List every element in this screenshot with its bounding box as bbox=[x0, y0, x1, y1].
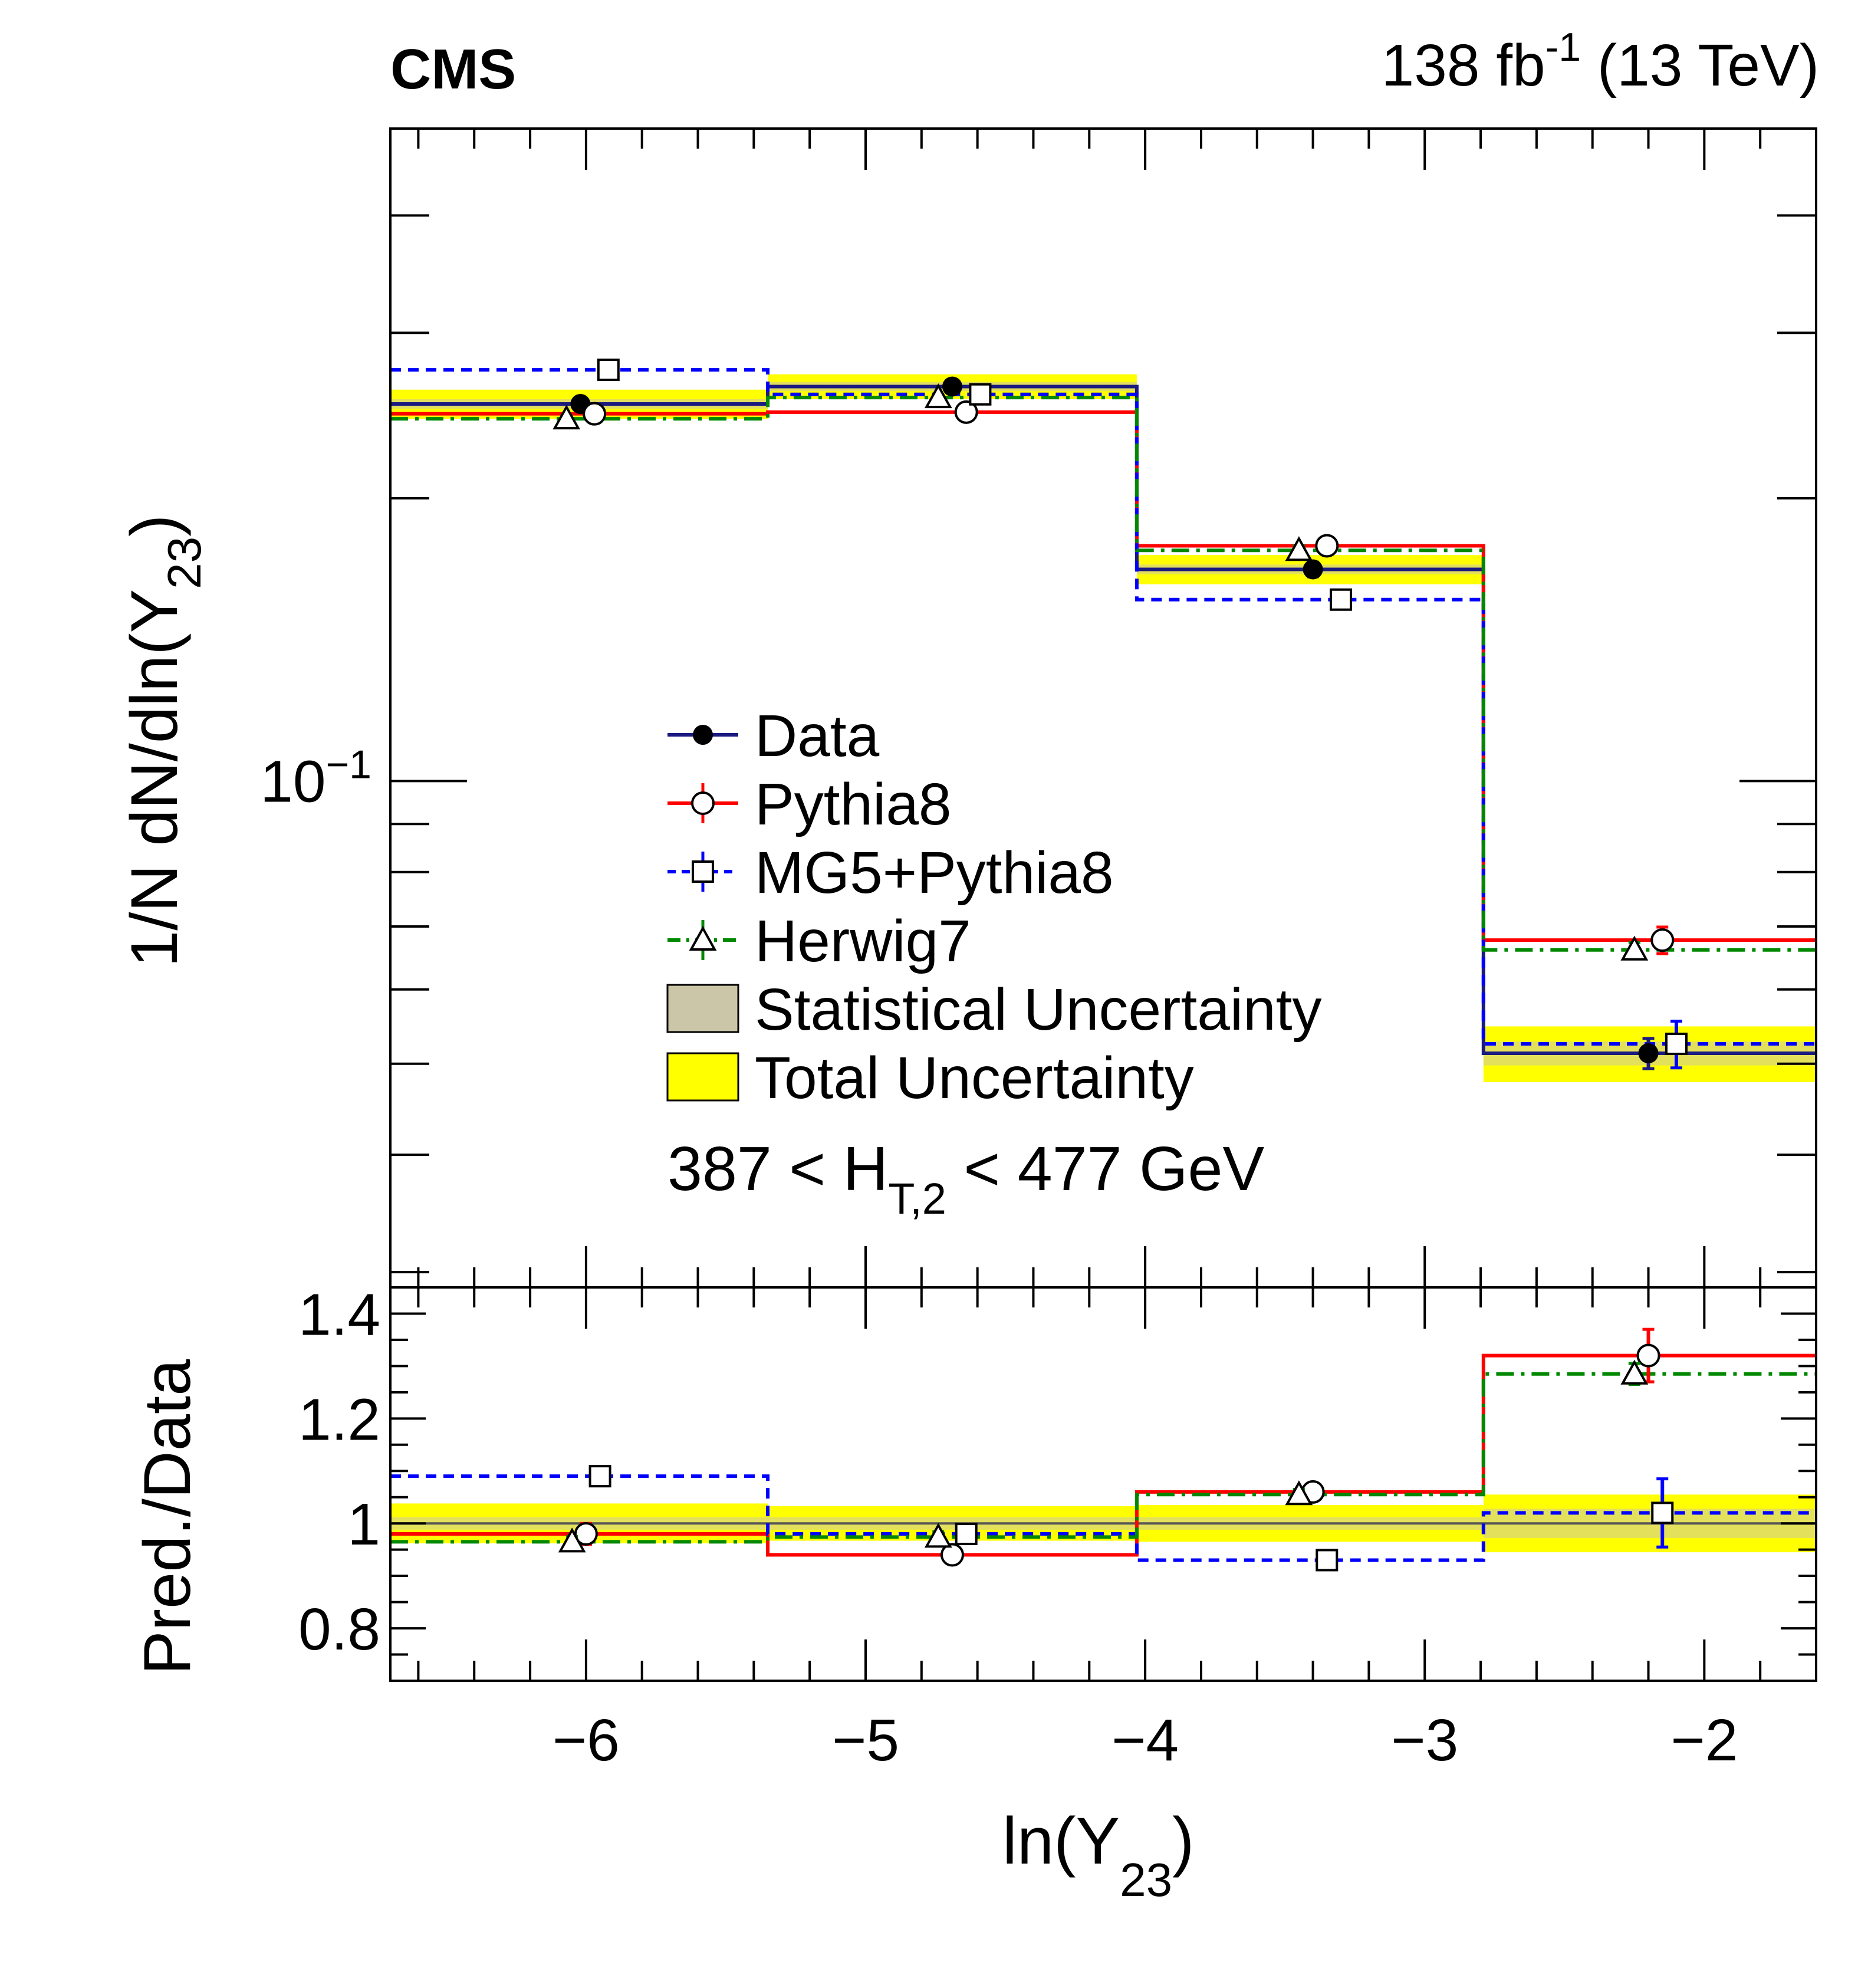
x-tick-label: −4 bbox=[1111, 1707, 1179, 1773]
x-axis-title: ln(Y23) bbox=[1002, 1804, 1194, 1906]
legend: DataPythia8MG5+Pythia8Herwig7Statistical… bbox=[666, 703, 1321, 1111]
ratio-y-tick-label: 1 bbox=[347, 1491, 380, 1557]
ratio-y-axis-title: Pred./Data bbox=[130, 1359, 204, 1675]
legend-swatch-stat bbox=[666, 984, 739, 1033]
ratio-herwig-marker bbox=[558, 1527, 586, 1553]
ratio-panel: −6 −5 −4 −3 −2 0.8 1 1.2 1.4 bbox=[298, 1281, 1817, 1773]
ratio-mg5-line bbox=[390, 1474, 1816, 1562]
legend-entry-pythia: Pythia8 bbox=[667, 771, 952, 837]
legend-marker-mg5 bbox=[692, 860, 714, 883]
ratio-mg5-marker bbox=[1651, 1501, 1674, 1524]
top-pythia-marker bbox=[954, 400, 978, 424]
legend-label-mg5: MG5+Pythia8 bbox=[755, 840, 1114, 906]
top-y-axis-title: 1/N dN/dln(Y23) bbox=[117, 515, 211, 967]
top-y-tick-label: 10−1 bbox=[260, 742, 371, 814]
legend-swatch-total bbox=[666, 1052, 739, 1102]
top-series-markers bbox=[553, 359, 1688, 1070]
legend-label-herwig: Herwig7 bbox=[755, 908, 971, 974]
legend-entry-data: Data bbox=[667, 703, 880, 769]
legend-marker-herwig bbox=[689, 925, 717, 951]
ratio-y-tick-label: 1.2 bbox=[298, 1386, 380, 1453]
ratio-mg5-marker bbox=[588, 1465, 611, 1488]
x-tick-label: −6 bbox=[553, 1707, 620, 1773]
top-herwig-marker bbox=[553, 405, 581, 430]
ratio-y-tick-label: 0.8 bbox=[298, 1596, 380, 1662]
top-herwig-line bbox=[390, 396, 1816, 952]
ratio-pythia-marker bbox=[940, 1543, 964, 1567]
ratio-herwig-line bbox=[390, 1372, 1816, 1544]
legend-label-data: Data bbox=[755, 703, 880, 769]
ht-range-annotation: 387 < HT,2 < 477 GeV bbox=[667, 1134, 1264, 1223]
top-mg5-marker bbox=[969, 383, 992, 406]
top-mg5-line bbox=[390, 368, 1816, 1046]
top-herwig-marker bbox=[1285, 536, 1313, 561]
top-pythia-marker bbox=[583, 402, 607, 426]
ratio-axes: −6 −5 −4 −3 −2 0.8 1 1.2 1.4 bbox=[298, 1281, 1817, 1773]
ratio-mg5-marker bbox=[1316, 1549, 1339, 1572]
legend-entry-mg5: MG5+Pythia8 bbox=[667, 840, 1114, 906]
ratio-pythia-marker bbox=[1636, 1343, 1660, 1368]
top-pythia-marker bbox=[1650, 928, 1675, 952]
top-mg5-marker bbox=[1330, 588, 1352, 611]
top-panel: 10−1 bbox=[260, 127, 1817, 1289]
legend-marker-pythia bbox=[691, 791, 715, 815]
luminosity-label: 138 fb-1 (13 TeV) bbox=[1382, 25, 1819, 98]
top-uncertainty-bands bbox=[390, 374, 1816, 1082]
top-axes: 10−1 bbox=[260, 127, 1817, 1289]
x-tick-label: −2 bbox=[1670, 1707, 1738, 1773]
ratio-series-markers bbox=[558, 1327, 1674, 1572]
top-frame bbox=[389, 127, 1817, 1289]
ratio-frame bbox=[389, 1286, 1817, 1682]
ratio-herwig-marker bbox=[924, 1523, 952, 1548]
top-data-marker bbox=[1638, 1043, 1659, 1064]
ratio-y-tick-label: 1.4 bbox=[298, 1281, 380, 1348]
ratio-herwig-marker bbox=[1285, 1480, 1313, 1506]
legend-entry-total: Total Uncertainty bbox=[666, 1045, 1194, 1111]
legend-entry-herwig: Herwig7 bbox=[667, 908, 971, 974]
top-series-lines bbox=[390, 368, 1816, 1056]
top-herwig-marker bbox=[924, 383, 952, 409]
legend-entry-stat: Statistical Uncertainty bbox=[666, 977, 1321, 1043]
ratio-mg5-marker bbox=[955, 1522, 978, 1545]
experiment-label: CMS bbox=[390, 38, 516, 101]
legend-label-total: Total Uncertainty bbox=[755, 1045, 1194, 1111]
x-tick-label: −5 bbox=[832, 1707, 899, 1773]
x-tick-label: −3 bbox=[1391, 1707, 1458, 1773]
top-mg5-marker bbox=[597, 359, 620, 382]
top-data-marker bbox=[1303, 559, 1323, 580]
top-data-marker bbox=[942, 376, 962, 397]
top-mg5-marker bbox=[1665, 1033, 1688, 1056]
top-pythia-marker bbox=[1315, 534, 1339, 558]
legend-marker-data bbox=[693, 725, 713, 745]
legend-label-stat: Statistical Uncertainty bbox=[755, 977, 1321, 1043]
top-herwig-marker bbox=[1620, 935, 1649, 961]
ratio-series-lines bbox=[390, 1353, 1816, 1562]
ratio-herwig-marker bbox=[1620, 1359, 1649, 1385]
top-data-line bbox=[390, 385, 1816, 1056]
legend-label-pythia: Pythia8 bbox=[755, 771, 952, 837]
